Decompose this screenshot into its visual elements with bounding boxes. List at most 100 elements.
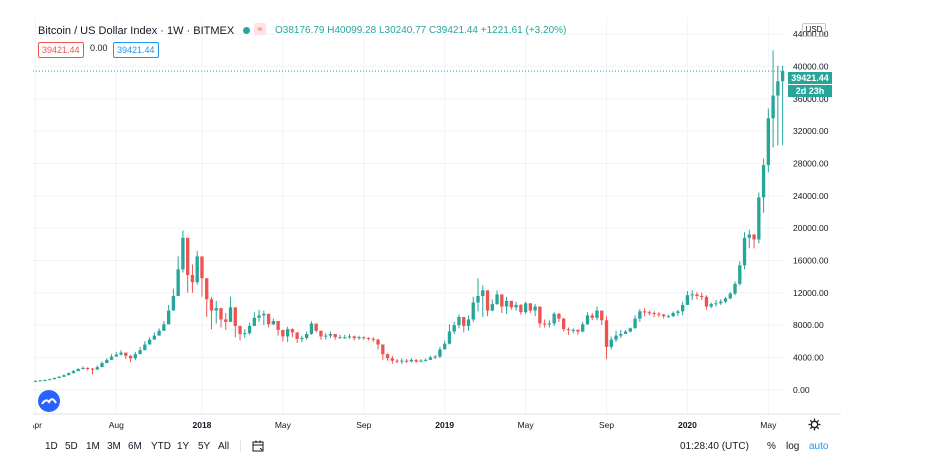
timeframe-6m-button[interactable]: 6M [128,441,142,452]
percent-scale-button[interactable]: % [767,441,776,452]
y-axis-tick-label: 0.00 [793,385,810,395]
candle-body [228,307,233,322]
candle-body [105,359,109,364]
clock-readout[interactable]: 01:28:40 (UTC) [680,441,749,452]
candle-body [343,337,347,339]
candle-body [62,375,66,377]
candle-body [761,165,766,198]
candle-body [90,368,95,370]
timeframe-1m-button[interactable]: 1M [86,441,100,452]
tradingview-logo-icon[interactable] [38,390,60,412]
candle-body [371,338,375,340]
candle-body [290,329,295,333]
candle-body [676,311,680,313]
candle-body [766,118,771,166]
candle-body [47,379,52,381]
x-axis-tick-label: May [760,420,777,430]
timeframe-5d-button[interactable]: 5D [65,441,78,452]
candle-body [38,380,42,382]
candle-body [119,352,123,355]
candle-body [362,337,366,339]
auto-scale-button[interactable]: auto [809,441,829,452]
candle-body [57,376,61,379]
candle-body [333,333,337,338]
candle-body [419,360,423,362]
x-axis-tick-label: Apr [33,420,42,430]
candle-body [595,310,599,318]
candle-body [562,318,566,330]
candle-body [328,333,333,336]
candle-body [109,356,114,360]
timeframe-5y-button[interactable]: 5Y [198,441,211,452]
candle-body [638,311,642,319]
candle-body [714,303,718,305]
log-scale-button[interactable]: log [786,441,800,452]
candle-body [695,294,699,297]
timeframe-all-button[interactable]: All [218,441,230,452]
candle-body [538,306,542,324]
candle-body [423,359,428,361]
candle-body [395,360,399,362]
candle-body [557,313,561,319]
candle-body [271,321,276,325]
approx-icon[interactable]: ≈ [254,23,266,35]
chart-title: Bitcoin / US Dollar Index · 1W · BITMEX [38,25,235,37]
chart-area[interactable]: 44000.00 40000.00 36000.00 32000.00 28000.00… [33,18,841,436]
candle-body [666,316,671,318]
candle-body [243,333,247,335]
candle-body [305,333,309,339]
candle-body [547,323,552,325]
candle-body [742,237,747,266]
candle-body [738,265,742,284]
candle-body [747,234,751,238]
y-axis-tick-label: 28000.00 [793,158,829,168]
candle-body [257,315,261,318]
candle-body [86,367,90,369]
candle-body [614,335,618,340]
candle-body [166,310,171,325]
candle-body [409,359,414,362]
candle-body [452,325,456,332]
candle-body [552,313,556,324]
candle-body [500,294,504,307]
candle-body [319,330,323,337]
candle-body [647,312,652,314]
candle-body [381,344,385,355]
candle-body [681,304,685,312]
candle-body [623,331,628,334]
candle-body [566,329,571,331]
candle-body [152,335,157,340]
indicator-value-blue: 39421.44 [113,42,159,58]
candle-body [100,363,104,368]
x-axis-tick-label: 2019 [435,420,454,430]
candle-body [176,269,180,297]
x-axis-tick-label: May [518,420,535,430]
candle-body [780,71,785,82]
market-status-icon [243,27,250,34]
x-axis-tick-label: Sep [356,420,371,430]
calendar-icon[interactable] [252,440,264,452]
candle-body [428,357,433,360]
candle-body [466,319,471,326]
candle-body [324,335,328,337]
candle-body [252,317,256,326]
candle-body [209,299,214,311]
y-axis-tick-label: 36000.00 [793,94,829,104]
candle-body [471,302,475,320]
timeframe-3m-button[interactable]: 3M [107,441,121,452]
candle-body [619,333,623,336]
candle-body [219,308,223,320]
candle-body [443,343,447,350]
currency-label[interactable]: USD [802,23,826,37]
candle-body [514,304,518,308]
y-axis-tick-label: 40000.00 [793,61,829,71]
gear-icon[interactable] [808,418,821,431]
candle-body [162,324,166,331]
candle-body [771,95,775,119]
candle-body [776,81,780,96]
timeframe-1y-button[interactable]: 1Y [177,441,190,452]
timeframe-ytd-button[interactable]: YTD [151,441,171,452]
timeframe-1d-button[interactable]: 1D [45,441,58,452]
candle-body [238,325,242,334]
price-chart[interactable]: 44000.00 40000.00 36000.00 32000.00 28000.00… [33,18,841,436]
